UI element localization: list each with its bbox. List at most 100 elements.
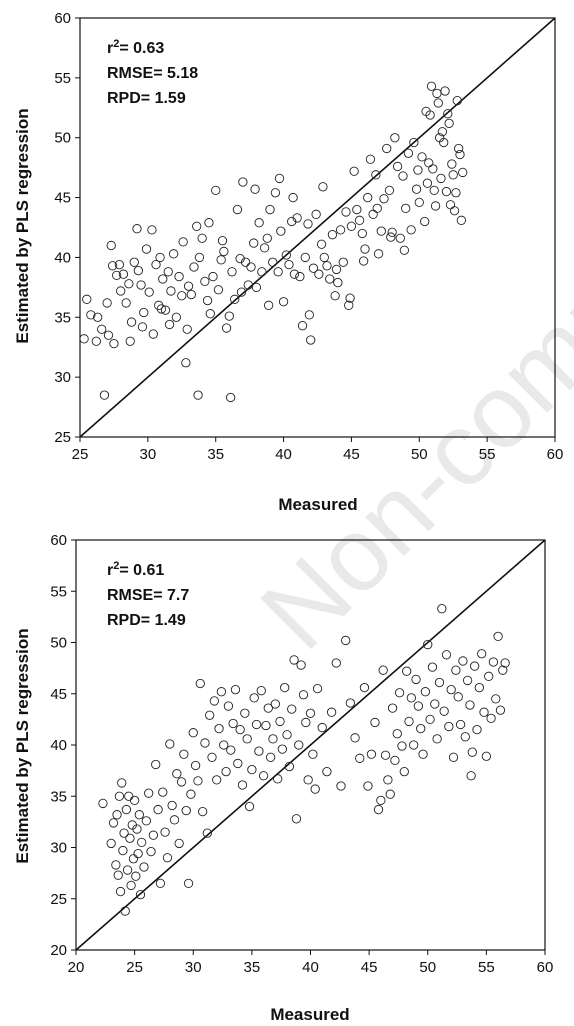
data-point [158, 787, 168, 797]
x-tick-label: 30 [185, 959, 202, 976]
x-tick-label: 50 [411, 446, 428, 463]
data-point [155, 878, 166, 889]
data-point [249, 693, 259, 703]
data-point [124, 791, 134, 801]
data-point [134, 810, 144, 820]
data-point [188, 728, 198, 738]
data-point [341, 635, 351, 646]
data-point [437, 604, 447, 614]
data-point [120, 906, 130, 916]
data-point [360, 244, 370, 254]
data-point [458, 656, 468, 666]
data-point [378, 665, 388, 675]
data-point [310, 784, 320, 794]
data-point [82, 294, 92, 304]
x-tick-label: 45 [361, 959, 378, 976]
data-point [330, 291, 340, 301]
data-point [434, 133, 445, 143]
data-point [118, 269, 129, 279]
data-point [430, 699, 440, 709]
data-point [350, 733, 360, 743]
data-point [174, 838, 184, 849]
data-point [136, 280, 146, 290]
data-point [114, 259, 125, 270]
data-point [216, 687, 227, 697]
data-point [401, 203, 411, 213]
data-point [456, 215, 467, 225]
data-point [303, 775, 313, 785]
y-tick-label: 45 [50, 686, 67, 703]
data-point [433, 98, 443, 108]
data-point [125, 336, 135, 346]
data-point [319, 252, 329, 263]
data-point [214, 723, 224, 734]
data-point [453, 692, 463, 702]
data-point [311, 209, 321, 219]
data-point [176, 777, 187, 787]
x-tick-label: 55 [479, 446, 496, 463]
data-point [372, 203, 382, 213]
data-point [462, 675, 473, 686]
data-point [228, 718, 238, 729]
data-point [327, 230, 338, 240]
data-point [420, 216, 430, 227]
data-point [314, 269, 324, 279]
data-points [98, 604, 510, 916]
data-point [221, 767, 231, 777]
reference-line-1to1 [75, 539, 546, 951]
y-tick-label: 35 [50, 788, 67, 805]
data-point [326, 707, 337, 717]
data-point [194, 252, 205, 263]
data-point [280, 682, 290, 693]
data-point [379, 194, 389, 204]
data-point [300, 252, 310, 263]
data-point [172, 769, 182, 779]
x-axis-title: Measured [278, 495, 357, 514]
data-point [133, 265, 144, 276]
data-point [366, 749, 377, 759]
data-point [139, 307, 149, 318]
y-axis-title: Estimated by PLS regression [13, 628, 32, 863]
data-point [500, 658, 510, 668]
data-point [420, 687, 431, 697]
data-point [277, 744, 288, 754]
data-point [395, 233, 405, 243]
data-point [217, 236, 228, 246]
data-point [289, 269, 300, 279]
data-point [486, 713, 496, 723]
data-point [390, 133, 400, 143]
watermark: Non-commercial [239, 54, 574, 671]
data-point [125, 833, 135, 843]
data-point [409, 137, 419, 148]
data-point [213, 285, 224, 295]
data-point [278, 297, 289, 307]
data-point [416, 723, 426, 734]
data-point [413, 165, 423, 175]
data-point [365, 154, 376, 164]
data-point [273, 774, 283, 784]
data-point [394, 688, 405, 698]
y-tick-label: 25 [50, 891, 67, 908]
data-point [357, 228, 367, 239]
data-point [460, 732, 470, 742]
data-point [275, 716, 285, 727]
data-point [322, 261, 332, 271]
data-point [124, 279, 134, 289]
data-point [111, 860, 121, 870]
data-point [437, 127, 448, 137]
data-point [250, 184, 260, 194]
data-point [179, 749, 189, 759]
data-point [432, 88, 442, 99]
y-tick-label: 40 [50, 737, 67, 754]
y-tick-label: 60 [54, 10, 71, 27]
data-point [246, 262, 256, 272]
data-point [162, 853, 173, 863]
data-point [121, 804, 132, 815]
data-point [448, 170, 458, 180]
data-point [398, 171, 408, 181]
data-point [132, 824, 142, 834]
data-point [249, 238, 259, 248]
data-point [148, 329, 158, 339]
data-point [146, 846, 156, 857]
x-tick-label: 60 [547, 446, 564, 463]
